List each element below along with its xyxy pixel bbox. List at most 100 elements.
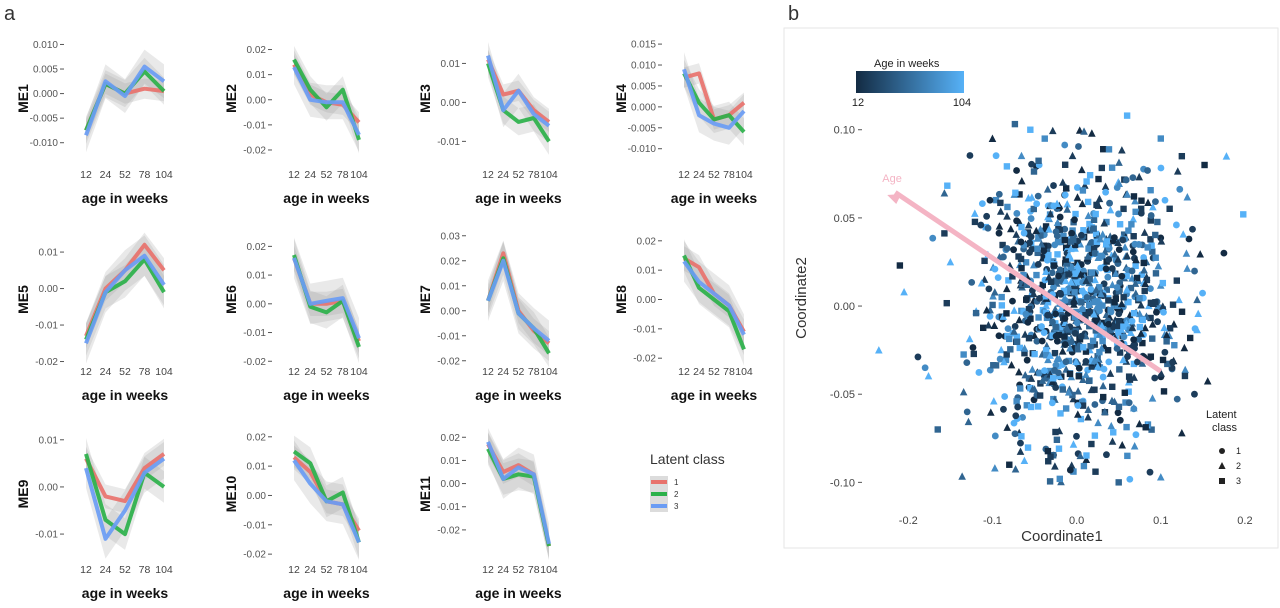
- scatter-point: [1125, 227, 1132, 234]
- scatter-point: [1104, 347, 1112, 354]
- x-tick-label: 12: [288, 366, 300, 378]
- scatter-point: [1115, 479, 1122, 486]
- scatter-point: [1182, 249, 1191, 257]
- scatter-point: [1063, 260, 1070, 267]
- scatter-point: [1090, 225, 1097, 232]
- panel-b: -0.10 -0.05 0.00 0.05 0.10 -0.2 -0.1 0.0 0.1 0.2 C…: [783, 27, 1279, 549]
- scatter-point: [1154, 218, 1161, 226]
- scatter-point: [1011, 120, 1019, 128]
- panel-a-label: a: [4, 3, 16, 25]
- y-tick-label: 0.01: [441, 281, 461, 292]
- scatter-point: [934, 426, 941, 433]
- x-tick-label: 104: [155, 564, 173, 576]
- scatter-point: [1066, 344, 1074, 352]
- x-tick-label: 24: [693, 169, 705, 181]
- y-tick-label: 0.10: [834, 125, 855, 137]
- scatter-point: [1163, 338, 1170, 345]
- subplot-me9: -0.01 0.00 0.01 12 24 52 78 104 ME9 age in weeks: [15, 435, 173, 601]
- scatter-point: [1035, 157, 1042, 164]
- scatter-point: [1017, 385, 1024, 392]
- scatter-point: [977, 221, 985, 229]
- scatter-point: [1017, 151, 1026, 160]
- scatter-point: [1061, 161, 1069, 168]
- scatter-point: [1073, 261, 1082, 269]
- x-tick-label: 104: [155, 366, 173, 378]
- scatter-point: [1097, 344, 1106, 352]
- subplot-me6: -0.02 -0.01 0.00 0.01 0.02 12 24 52 78 104 ME6 age …: [223, 237, 370, 403]
- y-axis-label: ME10: [223, 476, 239, 513]
- y-tick-label: 0.03: [441, 231, 461, 242]
- x-tick-label: 104: [540, 169, 558, 181]
- scatter-point: [1018, 265, 1025, 272]
- scatter-point: [1011, 323, 1019, 330]
- age-arrow-head: [887, 193, 902, 204]
- series-line-class-3: [292, 257, 361, 340]
- scatter-point: [1121, 389, 1128, 396]
- scatter-point: [1049, 375, 1057, 382]
- x-axis-label: age in weeks: [475, 387, 562, 403]
- scatter-point: [1123, 285, 1131, 293]
- x-tick-label: 0.1: [1153, 515, 1168, 527]
- scatter-point: [1033, 271, 1040, 279]
- y-tick-label: 0.01: [247, 70, 267, 81]
- y-tick-label: 0.00: [247, 299, 267, 310]
- ribbon-class-2: [86, 243, 164, 356]
- scatter-point: [991, 265, 999, 273]
- scatter-point: [1130, 442, 1139, 450]
- scatter-point: [1000, 357, 1008, 366]
- scatter-point: [999, 312, 1008, 320]
- ribbon-class-3: [488, 428, 549, 560]
- y-tick-label: -0.01: [243, 120, 266, 131]
- scatter-point: [964, 417, 973, 426]
- scatter-point: [1088, 363, 1096, 370]
- scatter-point: [1003, 423, 1012, 431]
- scatter-point: [1079, 375, 1087, 384]
- shape-legend-title: class: [1212, 422, 1238, 434]
- y-tick-label: -0.010: [30, 138, 59, 149]
- scatter-point: [1034, 403, 1042, 410]
- y-tick-label: -0.01: [243, 520, 266, 531]
- scatter-point: [1160, 388, 1168, 395]
- scatter-point: [1063, 337, 1070, 344]
- scatter-point: [1094, 418, 1102, 427]
- scatter-point: [1119, 236, 1127, 244]
- scatter-point: [1003, 310, 1010, 317]
- scatter-point: [1083, 452, 1090, 459]
- scatter-point: [1013, 333, 1021, 340]
- scatter-point: [1017, 255, 1025, 263]
- scatter-point: [1091, 275, 1099, 284]
- subplot-me3: -0.01 0.00 0.01 12 24 52 78 104 ME3 age in weeks: [417, 42, 562, 206]
- scatter-point: [1027, 374, 1036, 382]
- scatter-point: [1012, 412, 1020, 420]
- scatter-point: [1033, 200, 1041, 208]
- scatter-point: [1023, 281, 1031, 289]
- scatter-point: [1098, 230, 1107, 238]
- scatter-point: [1178, 429, 1186, 437]
- scatter-point: [996, 207, 1005, 215]
- scatter-point: [1097, 264, 1105, 272]
- scatter-point: [1020, 308, 1027, 315]
- scatter-point: [1108, 437, 1117, 445]
- scatter-point: [1105, 320, 1112, 328]
- scatter-point: [1035, 369, 1043, 377]
- scatter-point: [1154, 304, 1162, 311]
- scatter-point: [1082, 357, 1090, 365]
- scatter-point: [1046, 209, 1055, 218]
- scatter-point: [990, 362, 997, 369]
- scatter-point: [1036, 225, 1045, 233]
- scatter-point: [1135, 419, 1144, 428]
- scatter-point: [1020, 229, 1028, 237]
- scatter-point: [986, 366, 994, 374]
- y-tick-label: -0.010: [628, 144, 657, 155]
- scatter-point: [963, 359, 971, 367]
- scatter-point: [1023, 296, 1030, 303]
- scatter-point: [1093, 362, 1102, 370]
- series-line-class-2: [84, 453, 166, 537]
- y-tick-label: 0.010: [631, 61, 656, 72]
- scatter-point: [1085, 278, 1094, 287]
- scatter-point: [1013, 398, 1020, 405]
- scatter-point: [1037, 232, 1044, 239]
- x-tick-label: 104: [540, 366, 558, 378]
- x-tick-label: 24: [100, 564, 112, 576]
- scatter-point: [1020, 344, 1029, 352]
